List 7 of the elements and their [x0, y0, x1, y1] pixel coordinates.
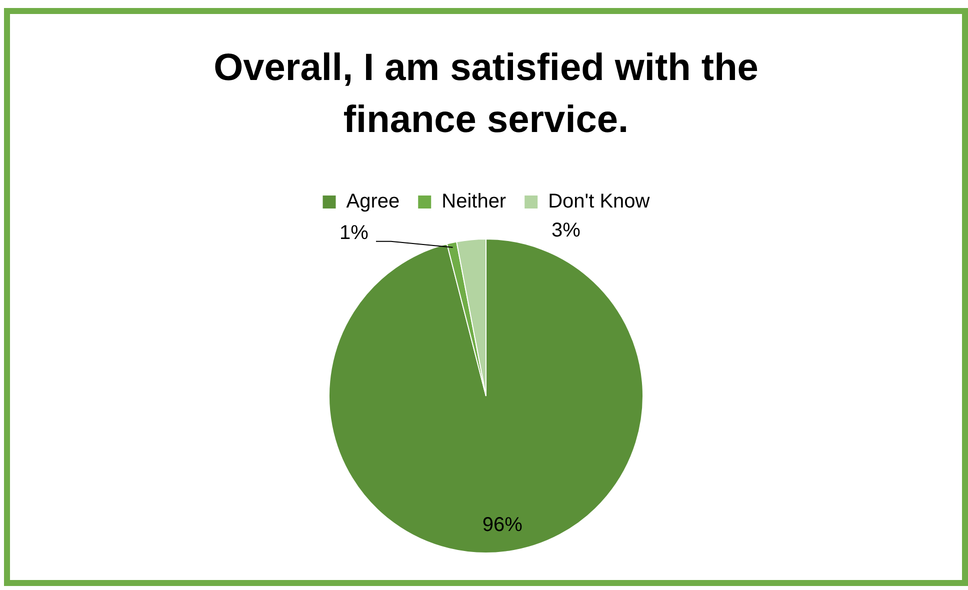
legend-label: Neither [442, 190, 506, 213]
data-label: 3% [552, 220, 581, 242]
data-label: 96% [482, 514, 523, 536]
legend-label: Don't Know [548, 190, 650, 213]
legend-label: Agree [346, 190, 400, 213]
data-label: 1% [340, 222, 369, 244]
chart-title: Overall, I am satisfied with the finance service. [212, 46, 760, 143]
